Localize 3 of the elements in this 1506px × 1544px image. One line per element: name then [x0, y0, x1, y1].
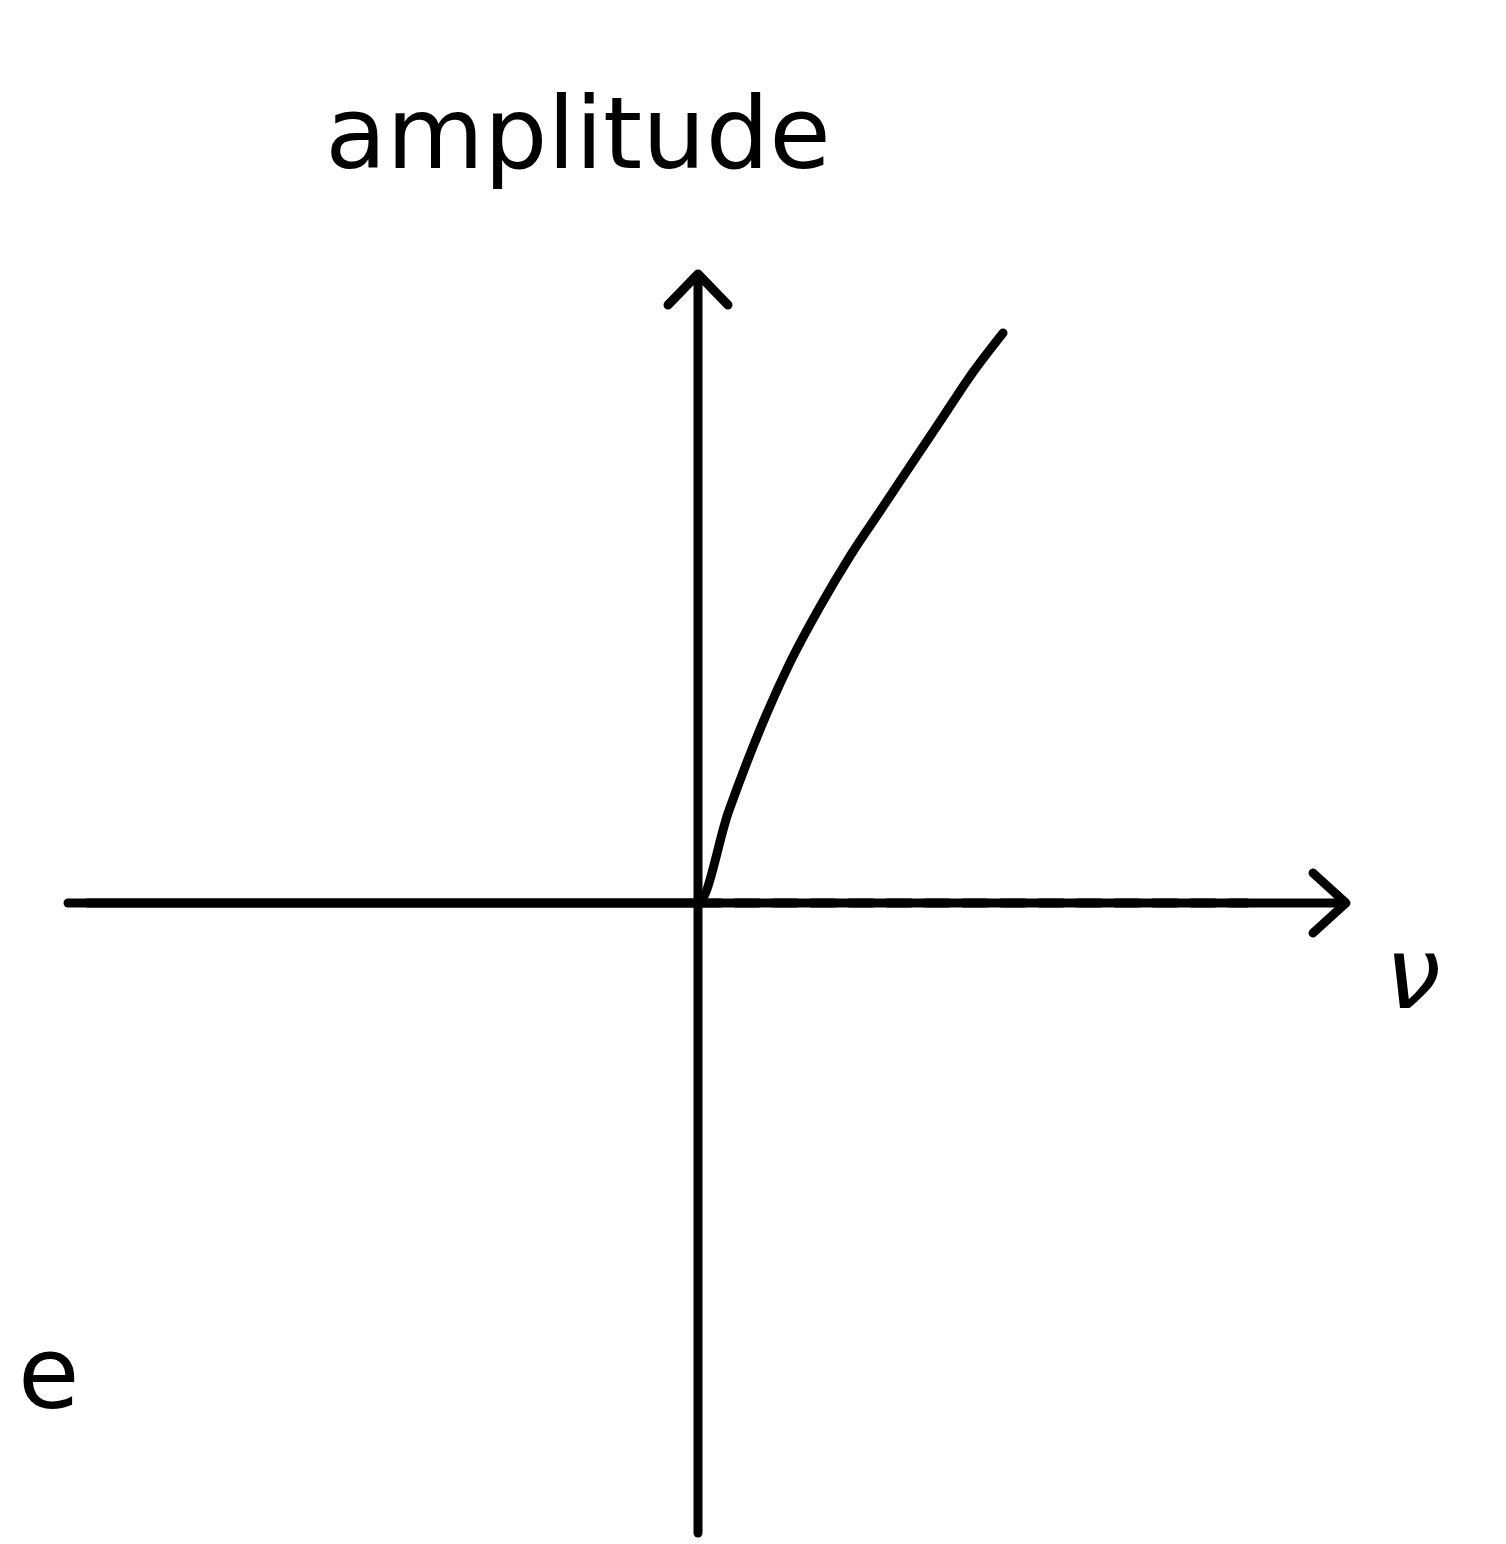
text: e — [18, 1315, 80, 1432]
x-axis-title: ν — [1385, 915, 1441, 1032]
y-axis-title: amplitude — [325, 75, 831, 192]
